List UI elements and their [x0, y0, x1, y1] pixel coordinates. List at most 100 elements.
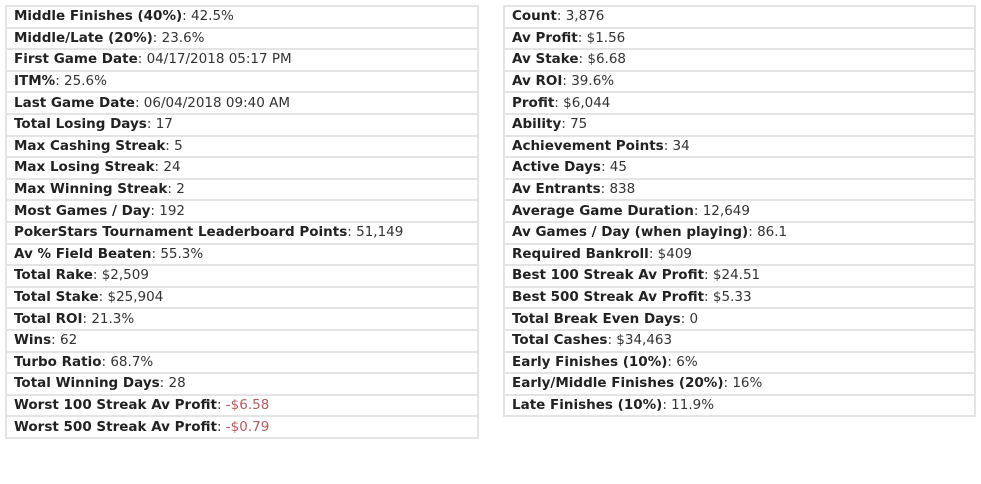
- stat-cell: Total Break Even Days: 0: [503, 307, 976, 331]
- stat-label: Turbo Ratio: [14, 353, 102, 370]
- stat-row: Early/Middle Finishes (20%): 16%: [503, 372, 976, 396]
- stat-separator: :: [561, 116, 571, 133]
- stat-row: Max Cashing Streak: 5: [5, 134, 479, 159]
- stat-row: Total Losing Days: 17: [5, 112, 479, 137]
- stat-row: Late Finishes (10%): 11.9%: [503, 393, 976, 418]
- stat-separator: :: [101, 353, 111, 370]
- stat-row: Worst 100 Streak Av Profit: -$6.58: [5, 393, 479, 418]
- stat-label: Av Games / Day (when playing): [512, 224, 749, 241]
- stat-cell: Worst 500 Streak Av Profit: -$0.79: [5, 415, 479, 439]
- left-stats-table: Middle Finishes (40%): 42.5% Middle/Late …: [5, 5, 479, 439]
- stat-value: -$6.58: [225, 396, 270, 413]
- stat-cell: Early Finishes (10%): 6%: [503, 350, 976, 375]
- stat-cell: Total Winning Days: 28: [5, 372, 479, 396]
- stat-value: $24.51: [712, 267, 761, 284]
- stat-value: 42.5%: [191, 8, 234, 25]
- stat-label: Total Rake: [14, 267, 93, 284]
- stat-value: 2: [176, 181, 185, 198]
- stat-separator: :: [165, 137, 175, 154]
- stat-value: 838: [609, 181, 636, 198]
- stat-separator: :: [82, 310, 92, 327]
- stat-label: Total Break Even Days: [512, 310, 681, 327]
- stat-cell: Best 500 Streak Av Profit: $5.33: [503, 285, 976, 310]
- stat-row: Middle/Late (20%): 23.6%: [5, 26, 479, 51]
- stat-value: 39.6%: [571, 73, 615, 90]
- stat-row: Av Stake: $6.68: [503, 48, 976, 72]
- stat-separator: :: [600, 181, 610, 198]
- stat-label: Av ROI: [512, 73, 563, 90]
- stat-value: 3,876: [565, 8, 605, 25]
- stat-row: Turbo Ratio: 68.7%: [5, 350, 479, 375]
- stat-separator: :: [704, 267, 713, 284]
- stat-value: 06/04/2018 09:40 AM: [143, 94, 290, 111]
- stat-label: Most Games / Day: [14, 202, 151, 219]
- stat-row: Best 500 Streak Av Profit: $5.33: [503, 285, 976, 310]
- stat-label: ITM%: [14, 73, 56, 90]
- stat-row: Total Break Even Days: 0: [503, 307, 976, 331]
- stat-value: 23.6%: [161, 29, 205, 46]
- stat-cell: Av Games / Day (when playing): 86.1: [503, 220, 976, 245]
- stat-cell: Av % Field Beaten: 55.3%: [5, 242, 479, 267]
- stat-row: Total Stake: $25,904: [5, 285, 479, 310]
- stat-separator: :: [578, 51, 588, 68]
- stat-label: Required Bankroll: [512, 245, 649, 262]
- stat-row: Wins: 62: [5, 328, 479, 353]
- stat-value: 55.3%: [160, 245, 204, 262]
- right-stats-body: Count: 3,876 Av Profit: $1.56 Av Stake: $6…: [503, 5, 976, 418]
- stat-separator: :: [554, 94, 564, 111]
- stat-separator: :: [607, 332, 617, 349]
- stat-row: Av ROI: 39.6%: [503, 69, 976, 94]
- stat-cell: Worst 100 Streak Av Profit: -$6.58: [5, 393, 479, 418]
- stat-row: Worst 500 Streak Av Profit: -$0.79: [5, 415, 479, 439]
- stat-value: 21.3%: [91, 310, 135, 327]
- stat-cell: Middle/Late (20%): 23.6%: [5, 26, 479, 51]
- stat-separator: :: [680, 310, 690, 327]
- stat-cell: PokerStars Tournament Leaderboard Points…: [5, 220, 479, 245]
- stat-label: Av Entrants: [512, 181, 601, 198]
- stat-label: Max Winning Streak: [14, 181, 168, 198]
- stat-value: 45: [609, 159, 627, 176]
- stat-label: Total Losing Days: [14, 116, 147, 133]
- stat-value: $25,904: [107, 289, 164, 306]
- stat-cell: First Game Date: 04/17/2018 05:17 PM: [5, 48, 479, 72]
- stat-label: Middle/Late (20%): [14, 29, 153, 46]
- stat-label: Wins: [14, 332, 52, 349]
- stat-label: Best 100 Streak Av Profit: [512, 267, 705, 284]
- stat-value: 16%: [732, 375, 763, 392]
- stat-separator: :: [216, 396, 226, 413]
- stat-row: Av Entrants: 838: [503, 177, 976, 202]
- stat-separator: :: [667, 353, 677, 370]
- stat-separator: :: [51, 332, 61, 349]
- stat-value: $2,509: [101, 267, 149, 284]
- stat-value: $409: [657, 245, 693, 262]
- stat-cell: ITM%: 25.6%: [5, 69, 479, 94]
- left-stats-body: Middle Finishes (40%): 42.5% Middle/Late …: [5, 5, 479, 439]
- stat-row: Average Game Duration: 12,649: [503, 199, 976, 223]
- stat-cell: Av Entrants: 838: [503, 177, 976, 202]
- stat-row: Most Games / Day: 192: [5, 199, 479, 223]
- stat-separator: :: [600, 159, 610, 176]
- stat-cell: Most Games / Day: 192: [5, 199, 479, 223]
- stat-label: Best 500 Streak Av Profit: [512, 289, 705, 306]
- stat-label: Av % Field Beaten: [14, 245, 152, 262]
- stat-row: Total Cashes: $34,463: [503, 328, 976, 353]
- stat-cell: Total Losing Days: 17: [5, 112, 479, 137]
- stat-value: $5.33: [712, 289, 752, 306]
- stat-cell: Profit: $6,044: [503, 91, 976, 115]
- stat-label: Profit: [512, 94, 555, 111]
- stat-cell: Last Game Date: 06/04/2018 09:40 AM: [5, 91, 479, 115]
- stat-row: Middle Finishes (40%): 42.5%: [5, 5, 479, 29]
- stat-value: 11.9%: [671, 396, 715, 413]
- stat-label: Early Finishes (10%): [512, 353, 668, 370]
- stat-row: Max Losing Streak: 24: [5, 156, 479, 180]
- stat-value: 12,649: [702, 202, 750, 219]
- stat-label: Max Cashing Streak: [14, 137, 166, 154]
- stat-value: 24: [163, 159, 181, 176]
- stat-value: 5: [174, 137, 183, 154]
- stat-label: Max Losing Streak: [14, 159, 155, 176]
- stat-label: Total ROI: [14, 310, 83, 327]
- stat-cell: Av Stake: $6.68: [503, 48, 976, 72]
- stat-label: Average Game Duration: [512, 202, 694, 219]
- stat-cell: Total ROI: 21.3%: [5, 307, 479, 331]
- stat-value: 51,149: [356, 224, 404, 241]
